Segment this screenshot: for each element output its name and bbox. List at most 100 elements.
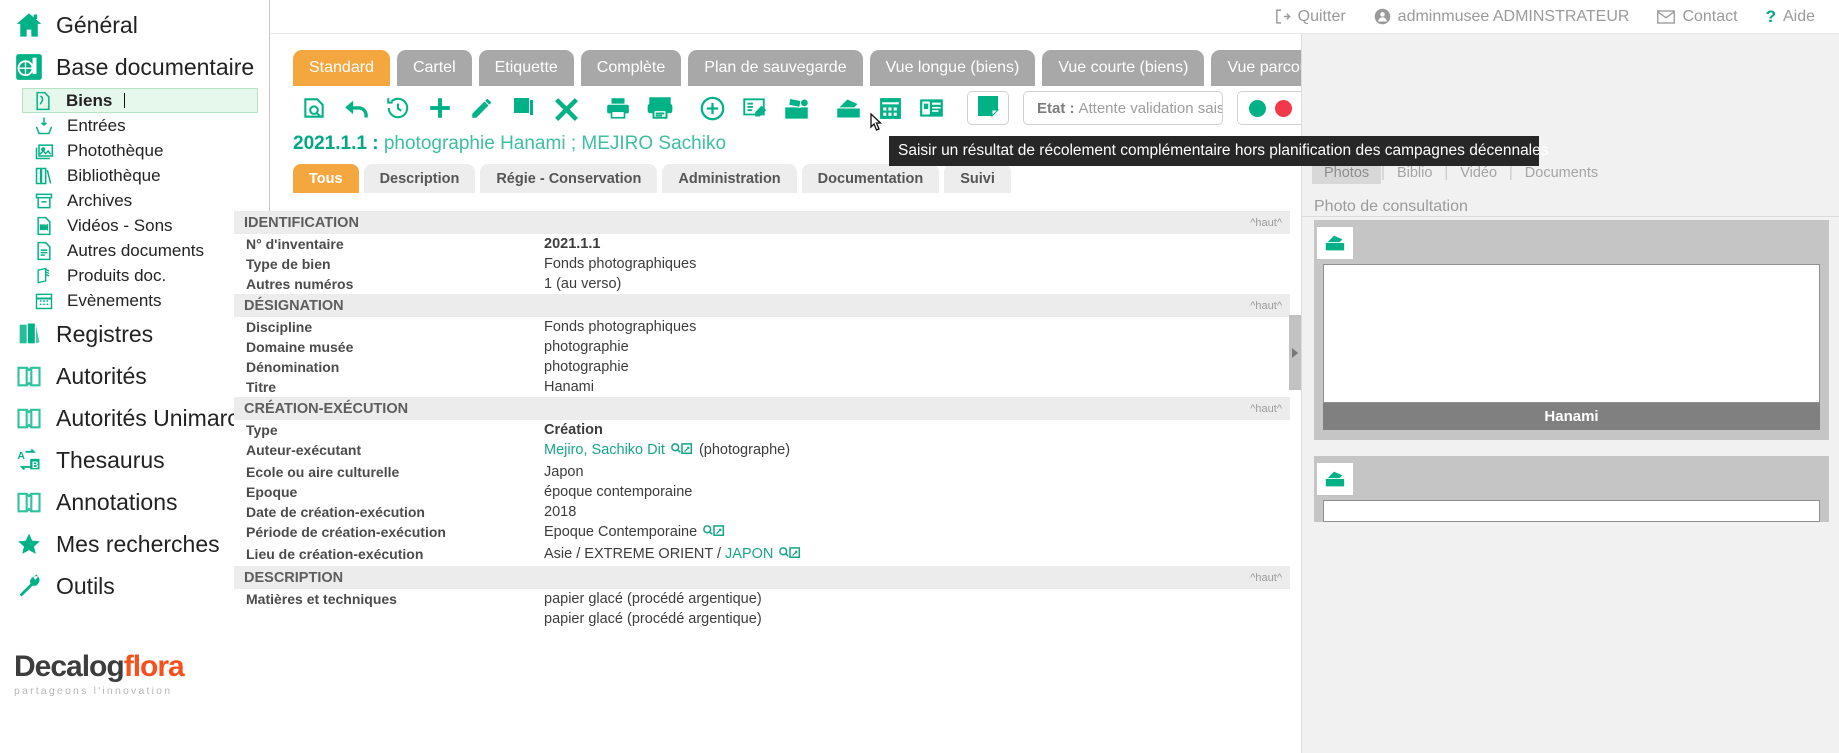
books-icon [32,165,56,187]
search-record-icon[interactable] [293,88,335,128]
back-to-top-link[interactable]: ^haut^ [1250,402,1282,415]
tab-etiquette[interactable]: Etiquette [478,50,574,86]
logout-icon [1274,8,1291,25]
sidebar-item-biens[interactable]: Biens [22,88,258,113]
sidebar-item-outils[interactable]: Outils [0,565,269,607]
back-to-top-link[interactable]: ^haut^ [1250,299,1282,312]
field-label: Type de bien [246,256,331,272]
back-to-top-link[interactable]: ^haut^ [1250,216,1282,229]
registers-icon [14,319,44,349]
magnifier-icon[interactable] [779,546,801,564]
section-title: IDENTIFICATION [244,214,359,231]
tab-tous[interactable]: Tous [293,164,359,193]
field-value-link[interactable]: Mejiro, Sachiko Dit [544,442,665,458]
tooltip: Saisir un résultat de récolement complém… [889,136,1549,166]
sidebar-item-produits-doc[interactable]: Produits doc. [24,263,269,288]
photo-frame-empty[interactable] [1323,500,1820,522]
sidebar-item-evenements[interactable]: Evènements [24,288,269,313]
tab-documentation[interactable]: Documentation [801,164,940,193]
undo-icon[interactable] [335,88,377,128]
record-number: 2021.1.1 : [293,133,379,154]
print-label-icon[interactable] [639,88,681,128]
tab-documents[interactable]: Documents [1524,165,1599,181]
field-value-link-tail[interactable]: JAPON [725,546,774,562]
sidebar-item-autres-documents[interactable]: Autres documents [24,238,269,263]
field-row: Domaine musée photographie [234,337,1290,357]
sidebar-item-mes-recherches[interactable]: Mes recherches [0,523,269,565]
tab-biblio[interactable]: Biblio [1396,165,1433,181]
tab-photos[interactable]: Photos [1312,162,1382,184]
sidebar-item-general[interactable]: Général [0,4,269,46]
sidebar-item-autorites-unimarc[interactable]: Autorités Unimarc [0,397,269,439]
edit-list-icon[interactable] [733,88,775,128]
add-media-icon[interactable] [1317,227,1353,259]
tab-plan-de-sauvegarde[interactable]: Plan de sauvegarde [688,50,863,86]
recolement-icon[interactable] [911,88,953,128]
tab-video[interactable]: Vidéo [1460,165,1498,181]
section-header-designation: DÉSIGNATION ^haut^ [234,294,1290,317]
sidebar-item-thesaurus[interactable]: A B Thesaurus [0,439,269,481]
sticky-note-icon [976,94,1000,122]
field-value: Création [544,422,603,438]
edit-icon[interactable] [461,88,503,128]
user-menu[interactable]: adminmusee ADMINSTRATEUR [1374,8,1629,26]
add-icon[interactable] [419,88,461,128]
field-label: Date de création-exécution [246,504,425,520]
tab-vue-courte-biens[interactable]: Vue courte (biens) [1042,50,1205,86]
sidebar-item-archives[interactable]: Archives [24,188,269,213]
sidebar-item-bibliotheque[interactable]: Bibliothèque [24,163,269,188]
sidebar-item-videos-sons[interactable]: Vidéos - Sons [24,213,269,238]
tab-administration[interactable]: Administration [662,164,797,193]
quit-button[interactable]: Quitter [1274,8,1346,26]
add-media-icon[interactable] [1317,463,1353,495]
help-button[interactable]: ? Aide [1766,7,1815,27]
sidebar-item-archives-label: Archives [67,190,133,210]
back-to-top-link[interactable]: ^haut^ [1250,571,1282,584]
history-icon[interactable] [377,88,419,128]
field-value: 1 (au verso) [544,276,622,292]
magnifier-icon[interactable] [703,524,725,542]
print-icon[interactable] [597,88,639,128]
tab-vue-longue-biens[interactable]: Vue longue (biens) [869,50,1036,86]
status-red-dot[interactable] [1274,99,1292,117]
export-box-icon[interactable] [775,88,817,128]
database-icon [14,52,44,82]
sidebar-item-registres[interactable]: Registres [0,313,269,355]
contact-button[interactable]: Contact [1657,8,1738,26]
tab-suivi[interactable]: Suivi [944,164,1011,193]
photo-frame[interactable] [1323,264,1820,403]
tab-description[interactable]: Description [363,164,476,193]
sidebar-item-phototheque[interactable]: Photothèque [24,138,269,163]
duplicate-icon[interactable] [503,88,545,128]
photo-thumbnail[interactable] [1340,273,1803,393]
sidebar-item-annotations[interactable]: Annotations [0,481,269,523]
biens-icon [31,90,55,112]
field-row: Matières et techniques papier glacé (pro… [234,589,1290,609]
field-label: Matières et techniques [246,591,397,607]
photo-icon [32,140,56,162]
tab-standard[interactable]: Standard [293,50,390,86]
media-panel-tabs: Photos | Biblio | Vidéo | Documents [1302,34,1839,184]
media-panel: Photos | Biblio | Vidéo | Documents Phot… [1301,34,1839,753]
sidebar-item-base-documentaire[interactable]: Base documentaire [0,46,269,88]
field-label [234,611,544,627]
tab-regie-conservation[interactable]: Régie - Conservation [480,164,658,193]
add-circle-icon[interactable] [691,88,733,128]
sidebar-item-entrees[interactable]: Entrées [24,113,269,138]
field-label: Dénomination [246,359,340,375]
sticky-note-button[interactable] [967,91,1009,125]
sidebar-item-autorites[interactable]: Autorités [0,355,269,397]
tab-cartel[interactable]: Cartel [396,50,472,86]
grid-icon[interactable] [869,88,911,128]
photo-card: Hanami [1314,220,1829,440]
delete-icon[interactable] [545,88,587,128]
import-box-icon[interactable] [827,88,869,128]
field-row: papier glacé (procédé argentique) [234,609,1290,629]
sidebar-item-outils-label: Outils [56,572,115,599]
status-green-dot[interactable] [1249,99,1267,117]
etat-field[interactable]: Etat : Attente validation saisie [1023,91,1223,125]
book-open-icon [14,487,44,517]
tab-complete[interactable]: Complète [580,50,682,86]
magnifier-icon[interactable] [670,442,693,460]
panel-collapse-handle[interactable] [1289,315,1301,390]
